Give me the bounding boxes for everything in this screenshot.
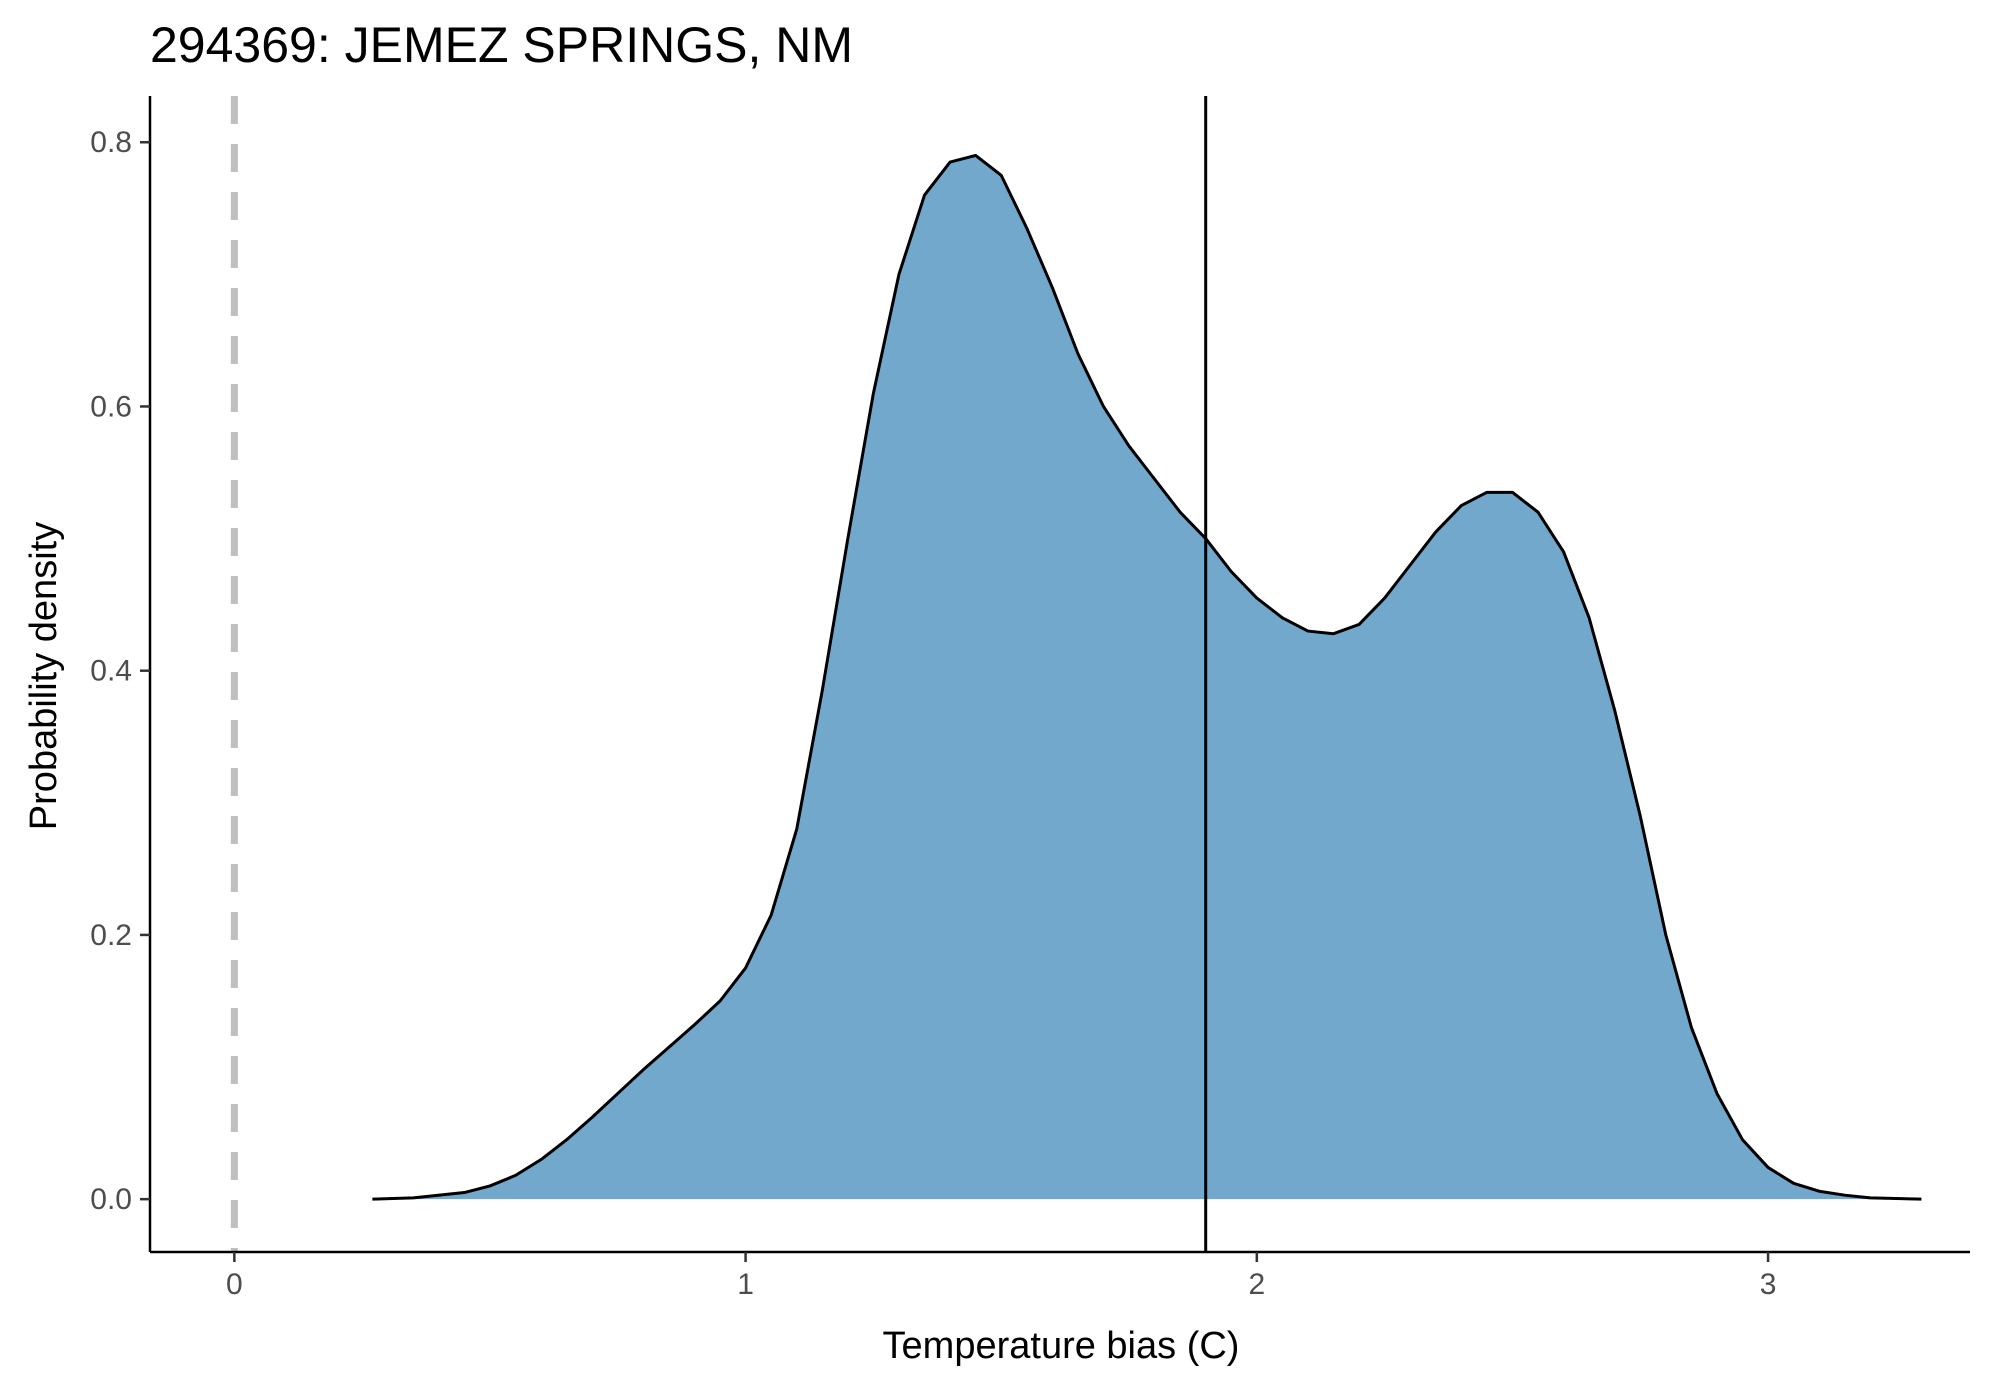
density-curve — [372, 153, 1922, 1201]
y-axis-ticks: 0.0 0.2 0.4 0.6 0.8 — [90, 126, 150, 1216]
density-area — [372, 155, 1922, 1200]
x-tick-label: 0 — [226, 1268, 243, 1301]
y-tick-label: 0.4 — [90, 655, 132, 688]
chart-title: 294369: JEMEZ SPRINGS, NM — [150, 17, 853, 73]
x-tick-label: 1 — [737, 1268, 754, 1301]
x-axis-ticks: 0 1 2 3 — [226, 1252, 1776, 1301]
y-tick-label: 0.0 — [90, 1183, 132, 1216]
x-tick-label: 3 — [1760, 1268, 1777, 1301]
y-tick-label: 0.6 — [90, 390, 132, 423]
plot-area — [230, 96, 1922, 1252]
y-axis-title: Probability density — [23, 522, 65, 830]
x-axis-title: Temperature bias (C) — [883, 1325, 1240, 1367]
x-tick-label: 2 — [1248, 1268, 1265, 1301]
y-tick-label: 0.8 — [90, 126, 132, 159]
y-tick-label: 0.2 — [90, 919, 132, 952]
